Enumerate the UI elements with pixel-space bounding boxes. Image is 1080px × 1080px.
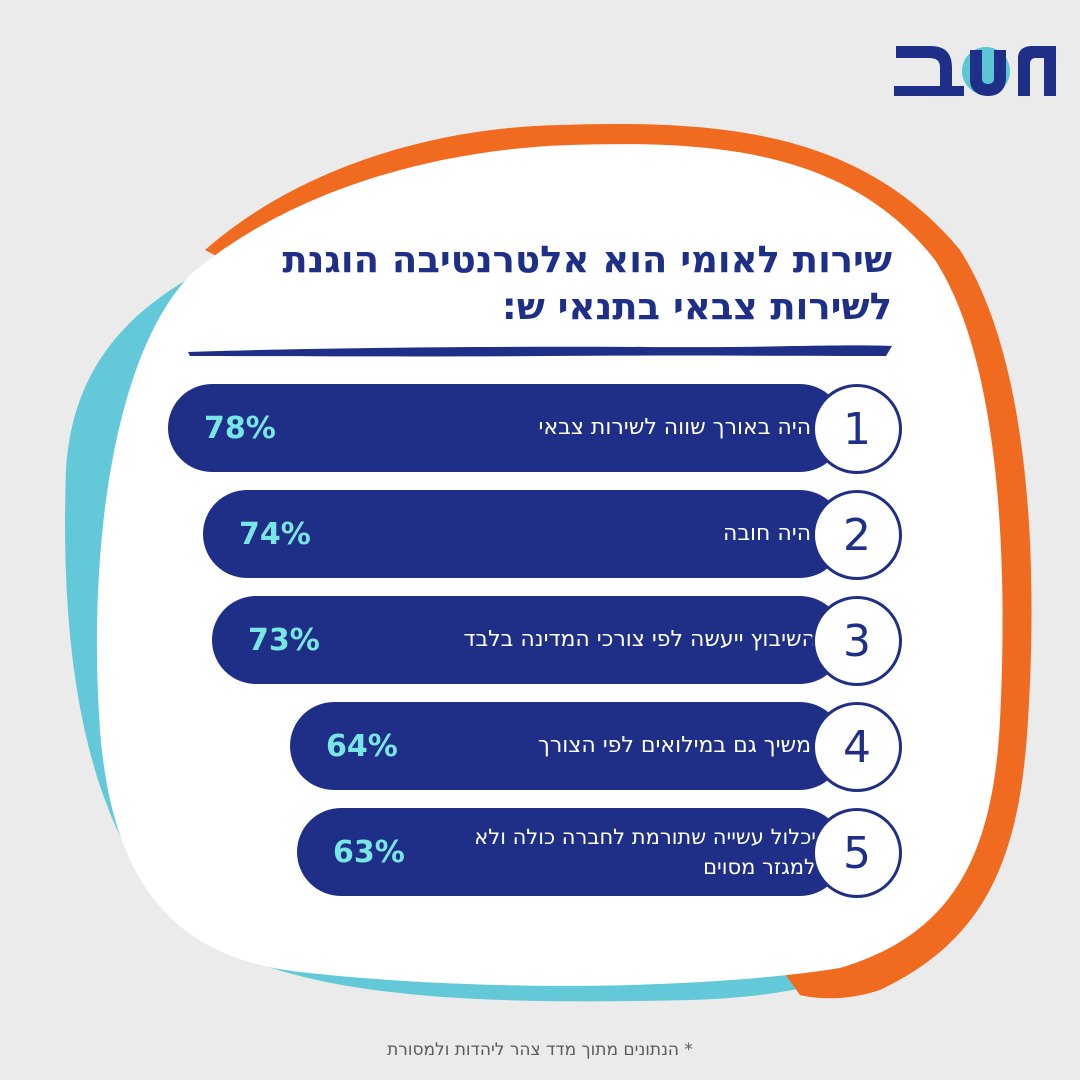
bar xyxy=(212,596,844,684)
bar-row: ימשיך גם במילואים לפי הצורך 64% 4 xyxy=(290,702,902,792)
bar-value-label: 78% xyxy=(204,410,276,446)
bar-label: ימשיך גם במילואים לפי הצורך xyxy=(538,733,816,758)
bar-row: יכלול עשייה שתורמת לחברה כולה ולא למגזר … xyxy=(297,808,902,898)
bar-label: יכלול עשייה שתורמת לחברה כולה ולא למגזר … xyxy=(474,825,816,879)
bar-value-label: 64% xyxy=(326,728,398,764)
bar-value-label: 63% xyxy=(333,834,405,870)
brand-logo xyxy=(894,46,1056,96)
bar-label: יהיה חובה xyxy=(722,521,816,546)
bar xyxy=(203,490,844,578)
bar-row: יהיה באורך שווה לשירות צבאי 78% 1 xyxy=(168,384,902,474)
bar-label: יהיה באורך שווה לשירות צבאי xyxy=(538,415,816,440)
rank-badge: 3 xyxy=(812,596,902,686)
bar-row: יהיה חובה 74% 2 xyxy=(203,490,902,580)
chart-title: שירות לאומי הוא אלטרנטיבה הוגנת לשירות צ… xyxy=(150,236,892,330)
bar-value-label: 74% xyxy=(239,516,311,552)
bar xyxy=(290,702,844,790)
rank-badge: 5 xyxy=(812,808,902,898)
footnote: * הנתונים מתוך מדד צהר ליהדות ולמסורת xyxy=(387,1040,693,1060)
rank-badge: 2 xyxy=(812,490,902,580)
rank-badge: 1 xyxy=(812,384,902,474)
title-line-2: לשירות צבאי בתנאי ש: xyxy=(501,285,892,328)
bar xyxy=(297,808,844,896)
bar-value-label: 73% xyxy=(248,622,320,658)
bar-label: השיבוץ ייעשה לפי צורכי המדינה בלבד xyxy=(463,627,816,652)
bar-row: השיבוץ ייעשה לפי צורכי המדינה בלבד 73% 3 xyxy=(212,596,902,686)
rank-badge: 4 xyxy=(812,702,902,792)
bar xyxy=(168,384,844,472)
title-underline xyxy=(188,345,892,357)
title-line-1: שירות לאומי הוא אלטרנטיבה הוגנת xyxy=(282,238,892,281)
